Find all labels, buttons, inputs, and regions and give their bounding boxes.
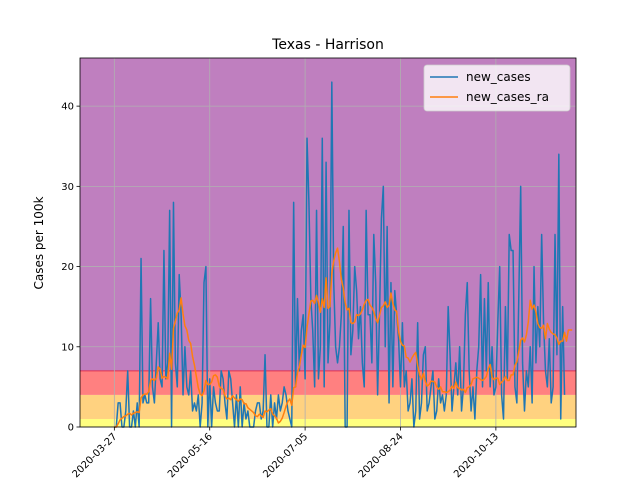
series-layer	[114, 81, 573, 428]
y-axis-ticks: 0 10 20 30 40	[61, 102, 80, 434]
legend-label-new-cases-ra: new_cases_ra	[466, 90, 549, 104]
y-tick-label-1: 10	[61, 342, 74, 353]
legend-label-new-cases: new_cases	[466, 70, 531, 84]
y-tick-label-3: 30	[61, 182, 74, 193]
y-tick-label-4: 40	[61, 102, 74, 113]
legend: new_cases new_cases_ra	[423, 64, 571, 112]
series-line-new-cases	[114, 81, 566, 428]
risk-band-0	[80, 418, 576, 427]
y-tick-label-2: 20	[61, 262, 74, 273]
y-tick-label-0: 0	[68, 423, 74, 434]
series-line-new-cases-ra	[114, 247, 573, 428]
y-axis-label: Cases per 100k	[32, 196, 46, 289]
risk-band-1	[80, 394, 576, 419]
chart-title: Texas - Harrison	[271, 37, 384, 53]
plot-frame	[79, 57, 577, 428]
legend-box	[423, 64, 571, 112]
